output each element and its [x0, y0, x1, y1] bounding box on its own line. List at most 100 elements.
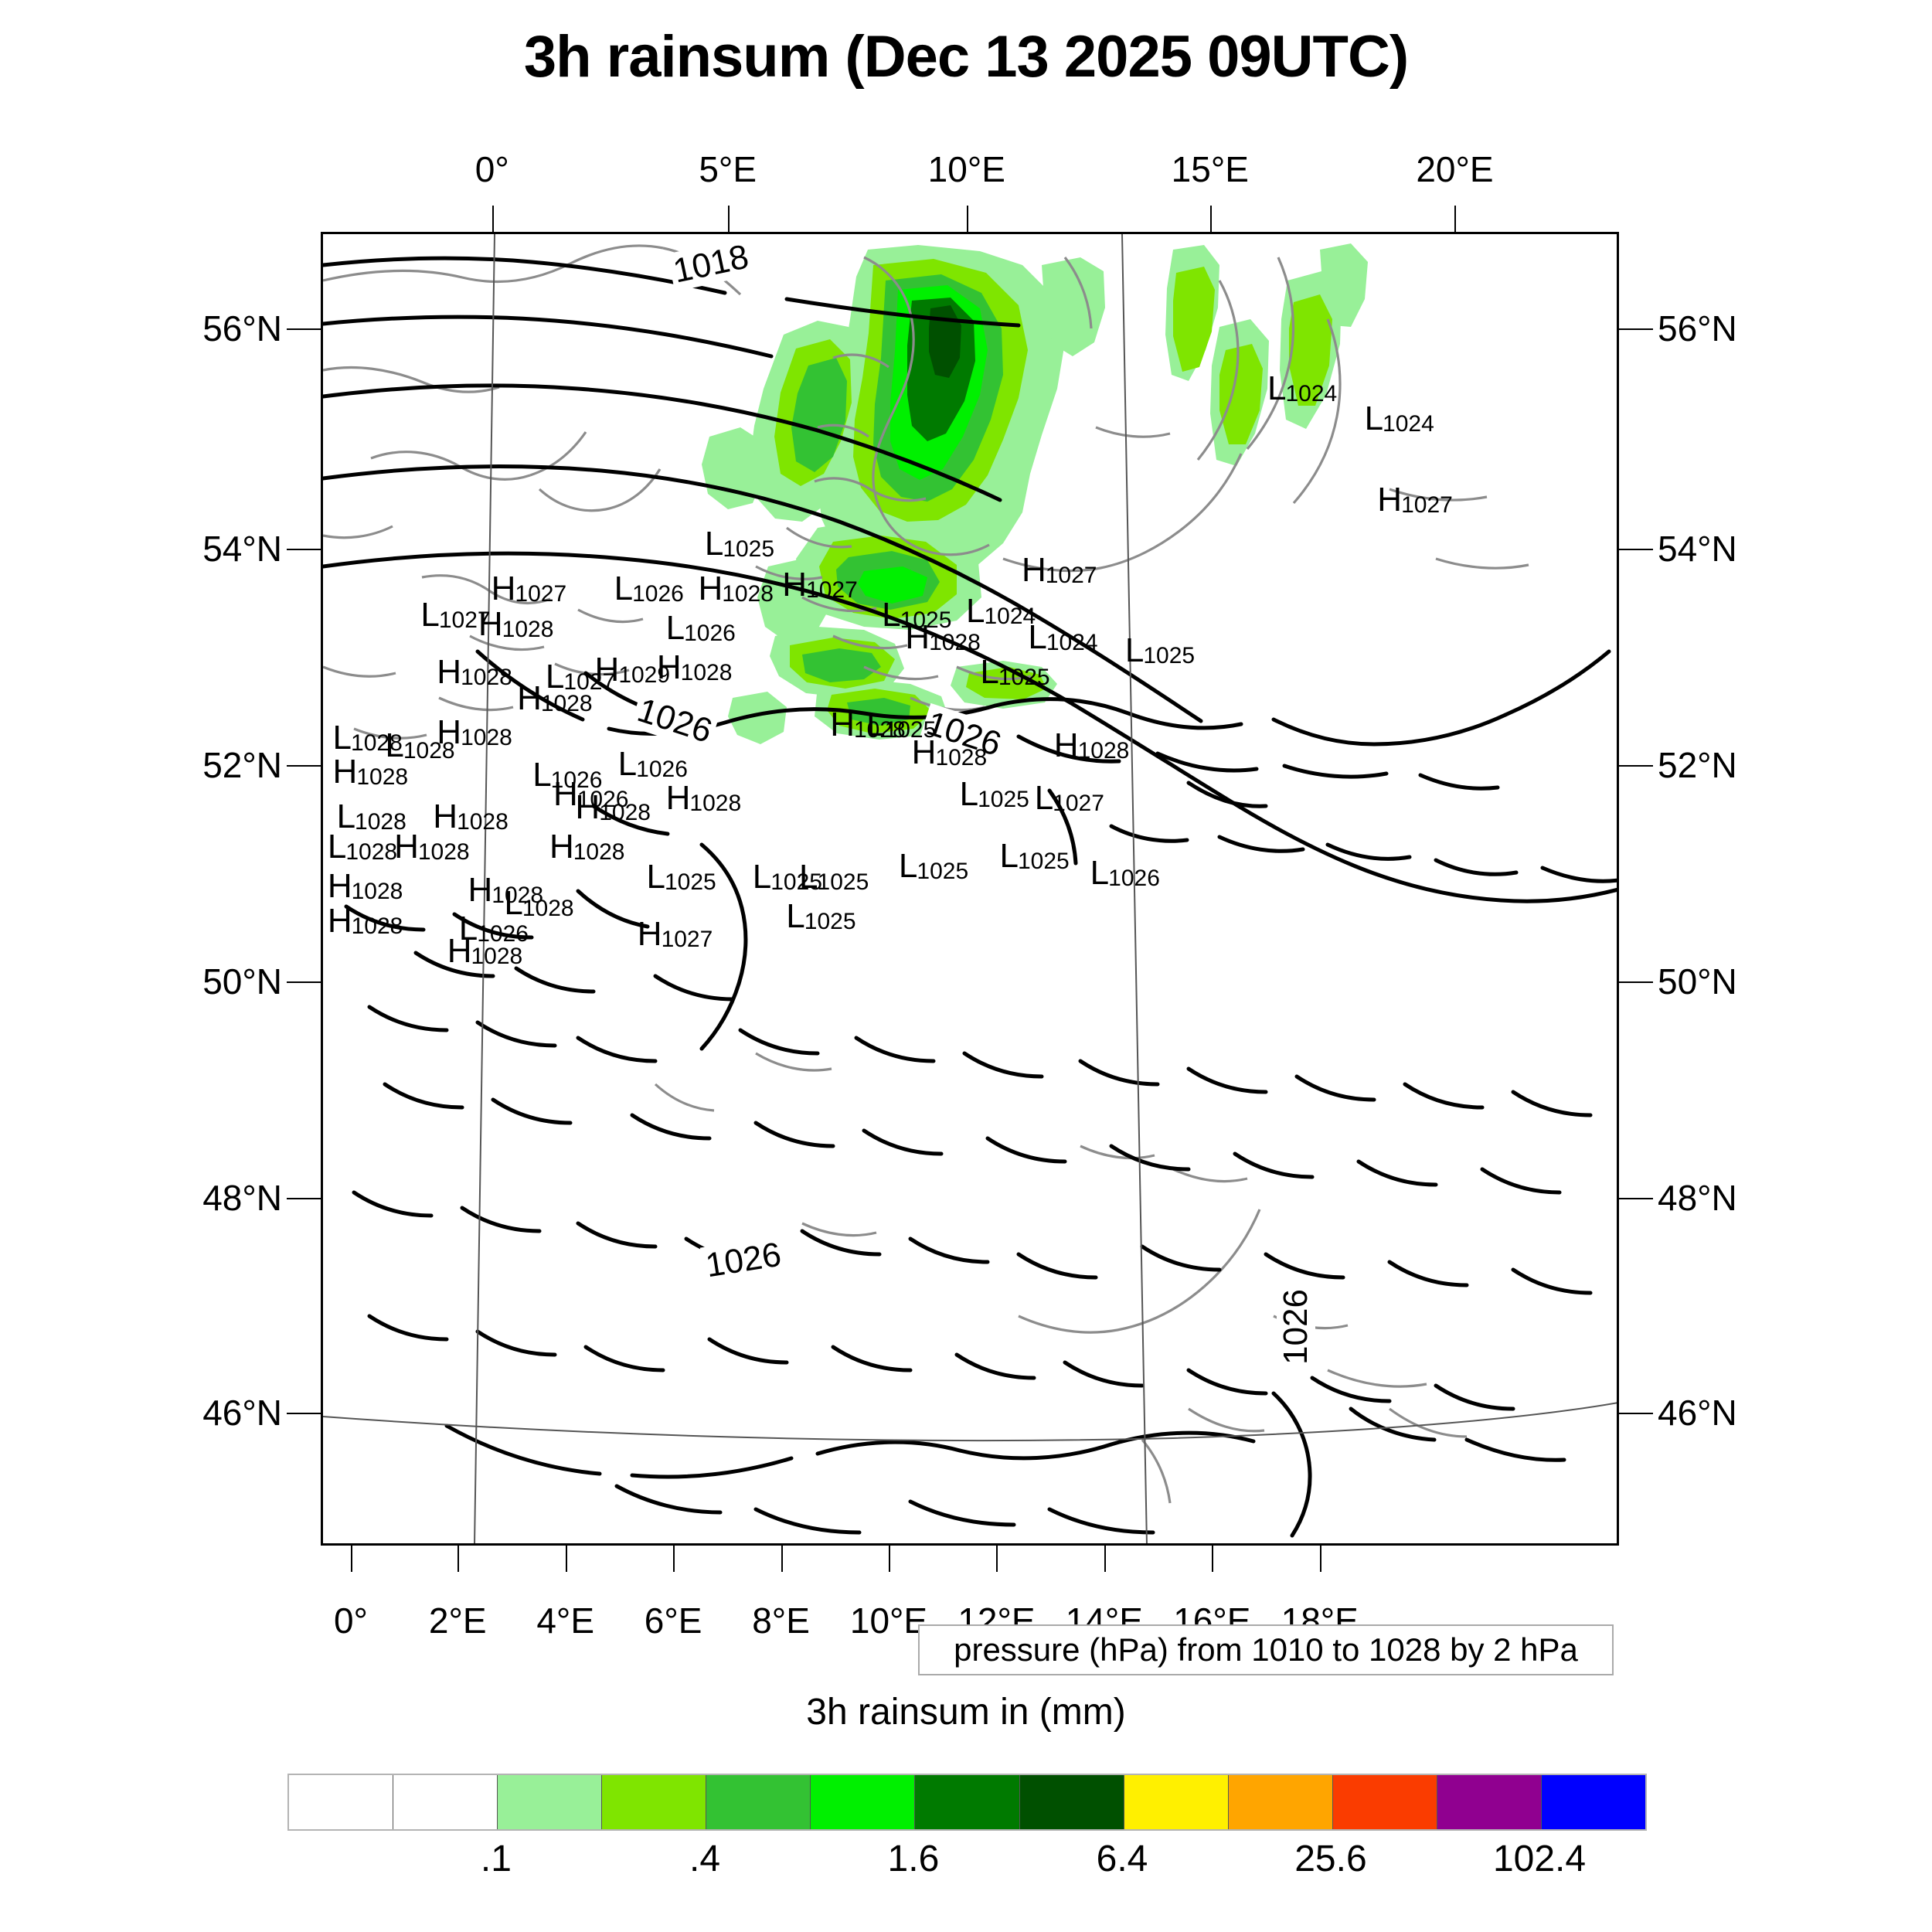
axis-tick-bottom-4: 8°E [752, 1600, 810, 1641]
pressure-marker-value: 1027 [1053, 791, 1104, 817]
colorbar-tick-1: .4 [689, 1838, 721, 1879]
pressure-low-marker: L1027 [546, 659, 615, 694]
pressure-marker-letter: H [437, 653, 461, 692]
pressure-marker-letter: L [327, 827, 347, 866]
pressure-high-marker: H1028 [656, 648, 733, 686]
pressure-high-marker: H1028 [830, 708, 906, 742]
pressure-high-marker: H1027 [1377, 482, 1453, 517]
axis-tick-right-2: 52°N [1658, 745, 1737, 786]
pressure-marker-value: 1028 [522, 895, 574, 921]
pressure-marker-value: 1025 [1143, 642, 1196, 668]
colorbar-cell-5[interactable] [811, 1775, 916, 1829]
pressure-high-marker: H1028 [478, 607, 554, 641]
pressure-marker-value: 1028 [540, 691, 593, 717]
pressure-marker-value: 1028 [351, 730, 403, 757]
pressure-marker-value: 1028 [351, 878, 403, 904]
pressure-marker-value: 1026 [684, 620, 736, 646]
pressure-high-marker: H1028 [911, 733, 988, 771]
pressure-high-marker: H1028 [328, 869, 403, 903]
pressure-marker-letter: H [656, 648, 682, 686]
axis-tickmark-bottom-9 [1319, 1546, 1321, 1572]
colorbar-cell-6[interactable] [915, 1775, 1020, 1829]
axis-tickmark-top-1 [727, 206, 730, 232]
pressure-legend-text: pressure (hPa) from 1010 to 1028 by 2 hP… [954, 1631, 1578, 1668]
pressure-low-marker: L1025 [647, 859, 716, 895]
pressure-marker-letter: L [999, 836, 1019, 875]
pressure-marker-value: 1025 [664, 869, 716, 895]
pressure-high-marker: H1028 [394, 829, 470, 864]
axis-tick-bottom-1: 2°E [428, 1600, 487, 1641]
axis-tickmark-top-0 [492, 206, 494, 232]
pressure-marker-value: 1026 [636, 757, 688, 783]
colorbar-cell-7[interactable] [1019, 1775, 1124, 1829]
pressure-marker-value: 1029 [618, 662, 671, 689]
pressure-high-marker: H1028 [575, 790, 651, 825]
pressure-low-marker: L1026 [618, 747, 688, 781]
pressure-marker-letter: H [637, 915, 662, 954]
axis-tickmark-left-3 [287, 981, 321, 983]
pressure-marker-letter: L [504, 883, 523, 922]
pressure-marker-value: 1028 [853, 717, 906, 743]
pressure-marker-letter: L [336, 797, 356, 835]
pressure-marker-value: 1027 [438, 607, 491, 633]
axis-tick-left-4: 48°N [202, 1177, 282, 1218]
colorbar-cell-8[interactable] [1124, 1775, 1229, 1829]
colorbar-cell-9[interactable] [1228, 1775, 1333, 1829]
colorbar-cell-3[interactable] [602, 1775, 707, 1829]
axis-tickmark-left-2 [287, 765, 321, 767]
pressure-marker-letter: H [332, 753, 358, 791]
pressure-low-marker: L1028 [333, 721, 403, 755]
pressure-high-marker: H1028 [905, 620, 981, 655]
pressure-marker-value: 1024 [984, 603, 1036, 629]
pressure-low-marker: L1025 [799, 857, 869, 896]
colorbar-cell-1[interactable] [393, 1775, 498, 1829]
pressure-high-marker: H1028 [447, 934, 523, 968]
axis-tick-top-1: 5°E [699, 149, 757, 189]
colorbar-cell-4[interactable] [706, 1775, 811, 1829]
pressure-marker-letter: H [327, 866, 352, 905]
pressure-marker-value: 1025 [804, 908, 856, 934]
axis-tickmark-right-0 [1619, 328, 1653, 330]
pressure-high-marker: H1027 [782, 567, 858, 602]
colorbar-cell-0[interactable] [289, 1775, 394, 1829]
pressure-marker-letter: H [594, 651, 620, 689]
pressure-marker-value: 1025 [1017, 848, 1070, 874]
colorbar-cell-10[interactable] [1332, 1775, 1437, 1829]
pressure-marker-value: 1024 [1046, 629, 1098, 655]
pressure-low-marker: L1026 [1090, 855, 1160, 890]
pressure-marker-letter: L [980, 653, 999, 692]
pressure-marker-letter: H [437, 713, 461, 752]
pressure-marker-letter: H [517, 679, 542, 718]
axis-tick-left-1: 54°N [202, 529, 282, 570]
pressure-marker-value: 1028 [689, 791, 742, 817]
pressure-high-marker: H1027 [638, 917, 713, 951]
colorbar-cell-11[interactable] [1437, 1775, 1542, 1829]
colorbar[interactable] [287, 1774, 1647, 1831]
pressure-marker-letter: L [665, 608, 685, 647]
pressure-high-marker: H1028 [433, 799, 509, 835]
pressure-marker-value: 1025 [770, 869, 822, 895]
colorbar-cell-12[interactable] [1541, 1775, 1646, 1829]
colorbar-cell-2[interactable] [498, 1775, 603, 1829]
axis-tickmark-right-2 [1619, 765, 1653, 767]
axis-tick-bottom-0: 0° [333, 1600, 368, 1641]
page-title: 3h rainsum (Dec 13 2025 09UTC) [523, 24, 1409, 90]
pressure-marker-letter: L [799, 857, 818, 896]
pressure-low-marker: L1025 [1125, 633, 1196, 668]
axis-tick-left-5: 46°N [202, 1393, 282, 1434]
map-plot-area[interactable]: 1018 1026 1026 1026 1026 L1024 L1024 H1027… [321, 232, 1619, 1546]
pressure-marker-letter: L [882, 595, 901, 634]
pressure-marker-value: 1028 [457, 808, 509, 835]
pressure-low-marker: L1028 [504, 886, 573, 920]
axis-tick-left-3: 50°N [202, 961, 282, 1002]
pressure-high-marker: H1029 [595, 653, 671, 687]
axis-tickmark-bottom-5 [889, 1546, 890, 1572]
axis-tickmark-bottom-1 [457, 1546, 460, 1572]
axis-tickmark-bottom-0 [350, 1546, 352, 1572]
pressure-marker-value: 1025 [723, 536, 775, 563]
pressure-low-marker: L1026 [666, 611, 736, 645]
pressure-marker-letter: H [447, 932, 472, 971]
pressure-marker-letter: H [830, 706, 855, 744]
pressure-low-marker: L1026 [614, 572, 684, 606]
pressure-marker-letter: H [911, 733, 937, 771]
